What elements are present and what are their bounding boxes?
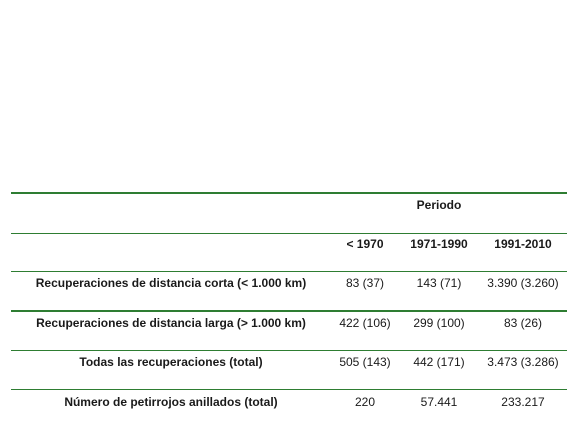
table-cell: 233.217 — [501, 395, 545, 409]
table-cell: 83 (37) — [345, 276, 385, 290]
period-group-header: Periodo — [416, 198, 462, 212]
subheader-divider-rule — [11, 271, 567, 272]
row-divider-rule — [11, 310, 567, 312]
table-cell: 3.473 (3.286) — [487, 355, 559, 369]
table-cell: 505 (143) — [339, 355, 391, 369]
row-label: Todas las recuperaciones (total) — [79, 355, 263, 369]
table-cell: 143 (71) — [416, 276, 462, 290]
table-cell: 83 (26) — [503, 316, 543, 330]
table-cell: 442 (171) — [413, 355, 465, 369]
row-label: Recuperaciones de distancia larga (> 1.0… — [36, 316, 306, 330]
table-cell: 3.390 (3.260) — [487, 276, 559, 290]
row-label: Recuperaciones de distancia corta (< 1.0… — [35, 276, 307, 290]
header-divider-rule — [11, 233, 567, 234]
column-header: 1971-1990 — [410, 237, 468, 251]
column-header: 1991-2010 — [494, 237, 552, 251]
column-header: < 1970 — [346, 237, 384, 251]
table-cell: 57.441 — [420, 395, 458, 409]
table-cell: 220 — [354, 395, 376, 409]
row-label: Número de petirrojos anillados (total) — [64, 395, 278, 409]
row-divider-rule — [11, 389, 567, 390]
table-top-rule — [11, 192, 567, 194]
row-divider-rule — [11, 350, 567, 351]
table-cell: 422 (106) — [339, 316, 391, 330]
table-cell: 299 (100) — [413, 316, 465, 330]
